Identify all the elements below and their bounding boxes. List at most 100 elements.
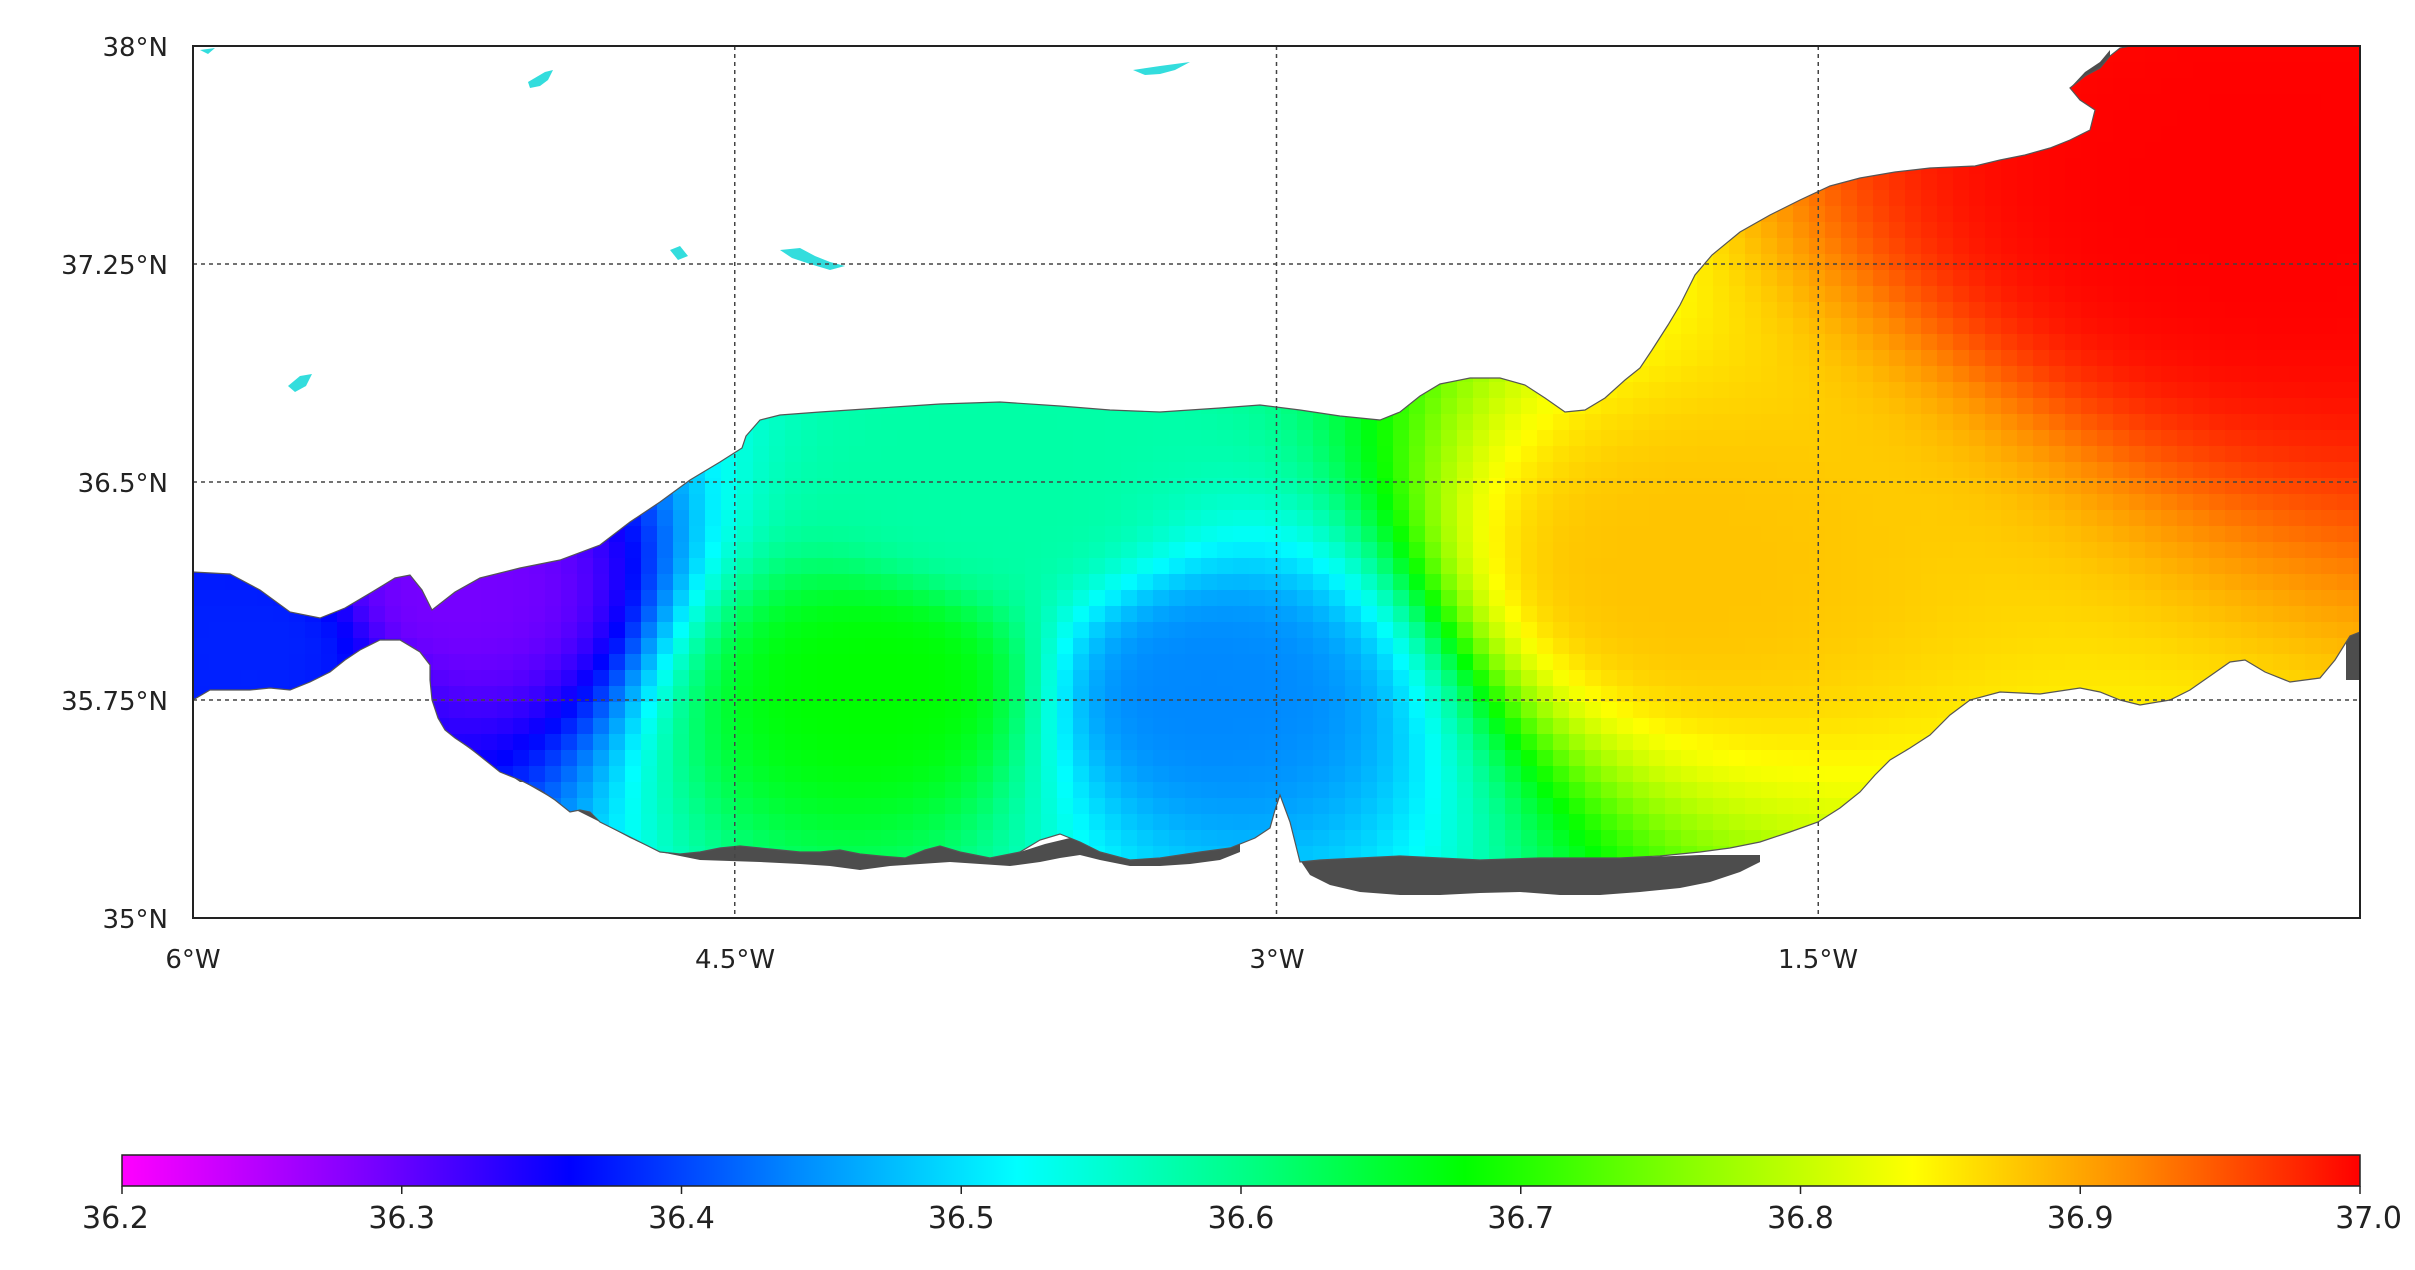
field-cell (1841, 510, 1858, 527)
field-cell (1025, 494, 1042, 511)
field-cell (2353, 430, 2360, 447)
field-cell (2273, 286, 2290, 303)
field-cell (1809, 286, 1826, 303)
field-cell (1713, 430, 1730, 447)
field-cell (1889, 478, 1906, 495)
field-cell (1921, 494, 1938, 511)
field-cell (1937, 366, 1954, 383)
field-cell (2305, 190, 2322, 207)
field-cell (1873, 446, 1890, 463)
field-cell (2289, 542, 2306, 559)
field-cell (241, 606, 258, 623)
field-cell (2193, 478, 2210, 495)
field-cell (2001, 606, 2018, 623)
field-cell (1073, 590, 1090, 607)
field-cell (2289, 318, 2306, 335)
field-cell (2337, 206, 2354, 223)
field-cell (673, 574, 690, 591)
field-cell (1425, 494, 1442, 511)
field-cell (1969, 318, 1986, 335)
field-cell (2225, 590, 2242, 607)
field-cell (929, 574, 946, 591)
field-cell (2353, 270, 2360, 287)
field-cell (2225, 574, 2242, 591)
field-cell (1169, 446, 1186, 463)
field-cell (2177, 574, 2194, 591)
field-cell (1905, 446, 1922, 463)
field-cell (1393, 542, 1410, 559)
field-cell (2209, 286, 2226, 303)
field-cell (1617, 382, 1634, 399)
field-cell (1233, 526, 1250, 543)
field-cell (2225, 366, 2242, 383)
field-cell (1953, 350, 1970, 367)
field-cell (2161, 574, 2178, 591)
field-cell (769, 478, 786, 495)
field-cell (1073, 462, 1090, 479)
field-cell (2129, 334, 2146, 351)
field-cell (1761, 494, 1778, 511)
field-cell (1681, 366, 1698, 383)
field-cell (785, 574, 802, 591)
field-cell (2241, 174, 2258, 191)
field-cell (673, 510, 690, 527)
field-cell (801, 446, 818, 463)
field-cell (2337, 78, 2354, 95)
field-cell (865, 414, 882, 431)
field-cell (1585, 414, 1602, 431)
field-cell (1153, 462, 1170, 479)
field-cell (1713, 398, 1730, 415)
field-cell (369, 606, 386, 623)
field-cell (2033, 318, 2050, 335)
field-cell (2337, 398, 2354, 415)
field-cell (1393, 510, 1410, 527)
field-cell (1249, 510, 1266, 527)
field-cell (1105, 606, 1122, 623)
field-cell (1793, 318, 1810, 335)
field-cell (1073, 478, 1090, 495)
field-cell (2305, 126, 2322, 143)
field-cell (833, 622, 850, 639)
field-cell (961, 462, 978, 479)
field-cell (1713, 254, 1730, 271)
field-cell (641, 526, 658, 543)
field-cell (1857, 398, 1874, 415)
field-cell (1569, 574, 1586, 591)
field-cell (1393, 462, 1410, 479)
field-cell (833, 494, 850, 511)
field-cell (1937, 286, 1954, 303)
field-cell (1681, 446, 1698, 463)
field-cell (2033, 558, 2050, 575)
field-cell (1025, 446, 1042, 463)
field-cell (2065, 142, 2082, 159)
field-cell (2305, 494, 2322, 511)
field-cell (2305, 398, 2322, 415)
field-cell (1073, 606, 1090, 623)
field-cell (2257, 446, 2274, 463)
field-cell (2193, 382, 2210, 399)
field-cell (2257, 126, 2274, 143)
field-cell (1921, 590, 1938, 607)
field-cell (689, 542, 706, 559)
field-cell (1761, 254, 1778, 271)
field-cell (2209, 190, 2226, 207)
field-cell (2353, 542, 2360, 559)
field-cell (2289, 190, 2306, 207)
field-cell (801, 526, 818, 543)
field-cell (1937, 302, 1954, 319)
field-cell (1585, 542, 1602, 559)
field-cell (1361, 590, 1378, 607)
field-cell (2241, 286, 2258, 303)
field-cell (1473, 574, 1490, 591)
field-cell (1825, 574, 1842, 591)
field-cell (977, 606, 994, 623)
field-cell (1953, 206, 1970, 223)
field-cell (1969, 382, 1986, 399)
field-cell (2177, 94, 2194, 111)
field-cell (2001, 430, 2018, 447)
field-cell (1233, 590, 1250, 607)
field-cell (1633, 542, 1650, 559)
field-cell (2257, 254, 2274, 271)
field-cell (929, 478, 946, 495)
field-cell (897, 558, 914, 575)
